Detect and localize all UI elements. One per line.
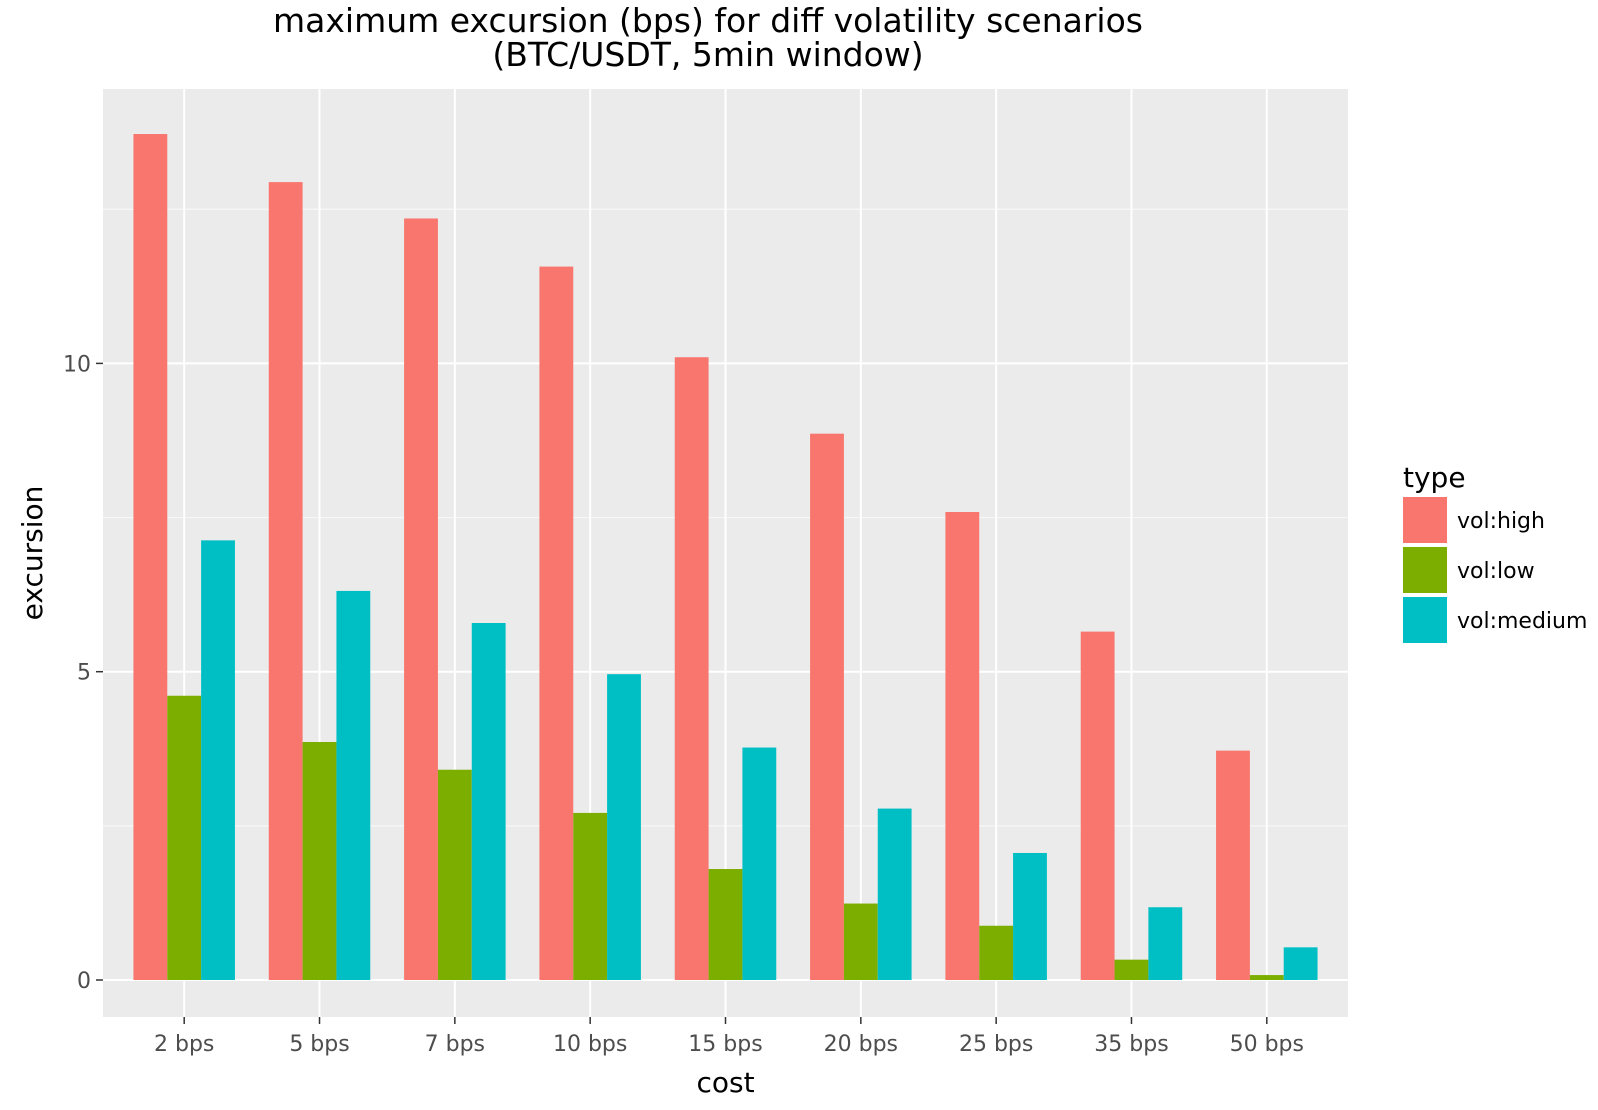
x-tick-label: 2 bps (154, 1032, 214, 1057)
legend-label: vol:high (1457, 509, 1545, 534)
bar-vol-low (979, 925, 1014, 981)
x-tick-label: 10 bps (553, 1032, 627, 1057)
bar-vol-medium (1283, 947, 1318, 981)
bar-vol-medium (877, 808, 912, 981)
x-tick-label: 20 bps (824, 1032, 898, 1057)
bar-vol-low (1249, 975, 1284, 981)
bar-vol-low (1114, 959, 1149, 981)
bar-vol-medium (1148, 907, 1183, 981)
bar-vol-low (437, 769, 472, 981)
bars (133, 134, 1318, 981)
legend-key (1403, 547, 1447, 593)
x-tick-label: 15 bps (688, 1032, 762, 1057)
x-axis: 2 bps 5 bps 7 bps 10 bps 15 bps 20 bps 25 bps 3… (154, 1017, 1304, 1057)
x-tick-label: 35 bps (1094, 1032, 1168, 1057)
legend-key (1403, 597, 1447, 643)
bar-vol-high (133, 134, 168, 981)
bar-vol-high (945, 511, 980, 981)
bar-vol-high (810, 433, 844, 981)
y-axis-title: excursion (16, 486, 49, 621)
chart-title: maximum excursion (bps) for diff volatil… (273, 1, 1143, 40)
bar-vol-high (268, 182, 303, 981)
bar-vol-high (404, 218, 438, 981)
bar-vol-medium (336, 590, 371, 981)
bar-vol-high (1216, 750, 1250, 981)
legend-label: vol:medium (1457, 609, 1587, 634)
bar-vol-low (708, 869, 743, 981)
bar-vol-low (573, 812, 608, 981)
y-axis: 0 5 10 (63, 352, 103, 994)
bar-vol-medium (607, 674, 641, 981)
bar-vol-high (674, 357, 709, 981)
x-tick-label: 25 bps (959, 1032, 1033, 1057)
bar-vol-low (167, 695, 202, 981)
legend: type vol:high vol:low vol:medium (1403, 461, 1587, 643)
legend-label: vol:low (1457, 559, 1535, 584)
bar-vol-high (539, 266, 574, 981)
bar-vol-medium (201, 540, 235, 981)
y-tick-label: 0 (77, 969, 91, 994)
x-tick-label: 7 bps (425, 1032, 485, 1057)
bar-vol-low (843, 903, 878, 981)
x-tick-label: 5 bps (289, 1032, 349, 1057)
legend-key (1403, 497, 1447, 543)
legend-title: type (1403, 461, 1466, 494)
bar-vol-medium (471, 622, 506, 981)
y-tick-label: 10 (63, 352, 91, 377)
y-tick-label: 5 (77, 661, 91, 686)
chart-subtitle: (BTC/USDT, 5min window) (492, 35, 923, 74)
x-axis-title: cost (696, 1066, 754, 1099)
bar-vol-medium (1013, 852, 1047, 981)
x-tick-label: 50 bps (1230, 1032, 1304, 1057)
bar-vol-medium (742, 747, 777, 981)
bar-vol-low (302, 741, 337, 981)
bar-vol-high (1080, 631, 1115, 981)
